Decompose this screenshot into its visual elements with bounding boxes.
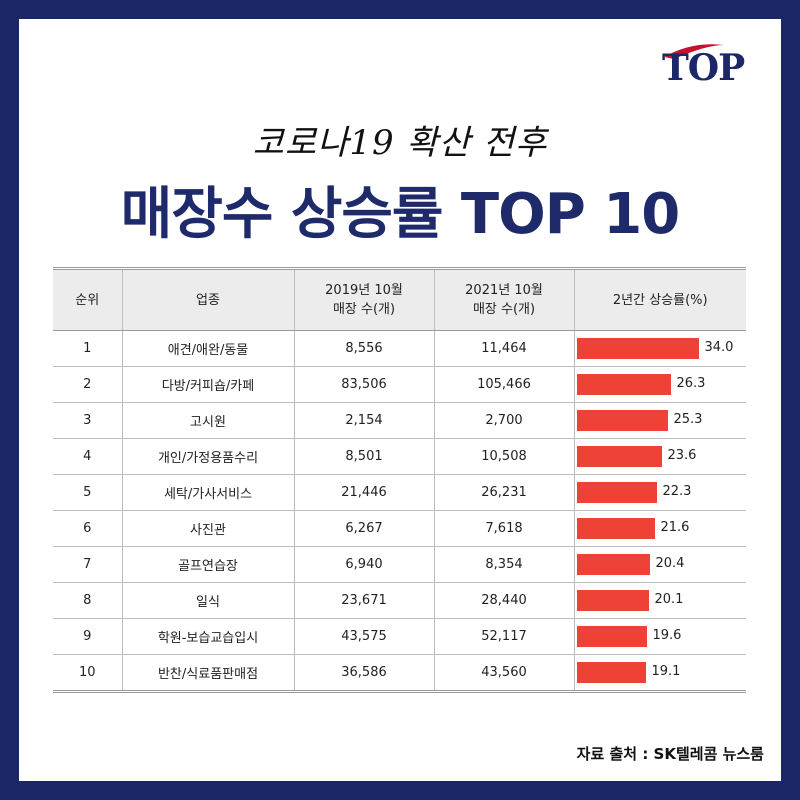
table-row: 2 다방/커피숍/카페 83,506 105,466 26.3 (53, 366, 746, 403)
count-2021-cell: 10,508 (433, 438, 574, 475)
business-cell: 고시원 (121, 402, 294, 439)
growth-bar (576, 518, 655, 539)
header-2019: 2019년 10월 매장 수(개) (293, 267, 434, 331)
rank-cell: 7 (53, 546, 122, 583)
count-2021-cell: 2,700 (433, 402, 574, 439)
growth-value-label: 21.6 (660, 520, 690, 535)
growth-bar (576, 554, 650, 575)
table-row: 8 일식 23,671 28,440 20.1 (53, 582, 746, 619)
growth-bar (576, 590, 649, 611)
count-2019-cell: 6,267 (293, 510, 434, 547)
count-2019-cell: 83,506 (293, 366, 434, 403)
table-row: 5 세탁/가사서비스 21,446 26,231 22.3 (53, 474, 746, 511)
growth-value-label: 25.3 (673, 412, 703, 427)
growth-value-label: 34.0 (704, 340, 734, 355)
business-cell: 세탁/가사서비스 (121, 474, 294, 511)
table-row: 9 학원-보습교습입시 43,575 52,117 19.6 (53, 618, 746, 655)
infographic-card: TOP 코로나19 확산 전후 매장수 상승률 TOP 10 순위 업종 201… (19, 19, 781, 781)
rank-cell: 6 (53, 510, 122, 547)
growth-bar-cell: 19.6 (573, 618, 746, 655)
business-cell: 학원-보습교습입시 (121, 618, 294, 655)
count-2021-cell: 11,464 (433, 330, 574, 367)
growth-bar (576, 446, 662, 467)
header-business: 업종 (121, 267, 294, 331)
header-2021-line1: 2021년 10월 (465, 283, 543, 298)
growth-bar-cell: 25.3 (573, 402, 746, 439)
growth-value-label: 19.6 (652, 628, 682, 643)
growth-bar-cell: 22.3 (573, 474, 746, 511)
count-2019-cell: 8,556 (293, 330, 434, 367)
header-2021: 2021년 10월 매장 수(개) (433, 267, 574, 331)
business-cell: 반찬/식료품판매점 (121, 654, 294, 693)
growth-value-label: 22.3 (662, 484, 692, 499)
rank-cell: 4 (53, 438, 122, 475)
growth-bar-cell: 21.6 (573, 510, 746, 547)
count-2021-cell: 52,117 (433, 618, 574, 655)
count-2019-cell: 36,586 (293, 654, 434, 693)
header-2021-line2: 매장 수(개) (472, 302, 536, 317)
top-logo: TOP (662, 41, 766, 97)
growth-bar (576, 482, 657, 503)
logo-text: TOP (662, 47, 745, 89)
table-row: 7 골프연습장 6,940 8,354 20.4 (53, 546, 746, 583)
header-growth: 2년간 상승률(%) (573, 267, 746, 331)
growth-bar (576, 338, 699, 359)
count-2021-cell: 105,466 (433, 366, 574, 403)
business-cell: 다방/커피숍/카페 (121, 366, 294, 403)
rank-cell: 8 (53, 582, 122, 619)
rank-cell: 10 (53, 654, 122, 693)
growth-bar (576, 410, 668, 431)
growth-bar-cell: 23.6 (573, 438, 746, 475)
business-cell: 사진관 (121, 510, 294, 547)
count-2019-cell: 21,446 (293, 474, 434, 511)
growth-value-label: 26.3 (676, 376, 706, 391)
table-row: 1 애견/애완/동물 8,556 11,464 34.0 (53, 330, 746, 367)
growth-bar (576, 662, 646, 683)
growth-value-label: 20.4 (655, 556, 685, 571)
growth-value-label: 19.1 (651, 664, 681, 679)
rank-cell: 1 (53, 330, 122, 367)
count-2021-cell: 8,354 (433, 546, 574, 583)
table-row: 4 개인/가정용품수리 8,501 10,508 23.6 (53, 438, 746, 475)
count-2021-cell: 26,231 (433, 474, 574, 511)
business-cell: 골프연습장 (121, 546, 294, 583)
business-cell: 일식 (121, 582, 294, 619)
table-header-row: 순위 업종 2019년 10월 매장 수(개) 2021년 10월 매장 수(개… (53, 267, 746, 331)
count-2019-cell: 23,671 (293, 582, 434, 619)
growth-bar-cell: 26.3 (573, 366, 746, 403)
subtitle: 코로나19 확산 전후 (252, 123, 548, 163)
growth-bar-cell: 20.4 (573, 546, 746, 583)
source-note: 자료 출처 : SK텔레콤 뉴스룸 (576, 745, 764, 763)
count-2021-cell: 28,440 (433, 582, 574, 619)
growth-value-label: 20.1 (654, 592, 684, 607)
growth-bar-cell: 20.1 (573, 582, 746, 619)
growth-value-label: 23.6 (667, 448, 697, 463)
rank-cell: 3 (53, 402, 122, 439)
header-2019-line2: 매장 수(개) (332, 302, 396, 317)
count-2019-cell: 6,940 (293, 546, 434, 583)
data-table: 순위 업종 2019년 10월 매장 수(개) 2021년 10월 매장 수(개… (53, 267, 746, 693)
count-2019-cell: 8,501 (293, 438, 434, 475)
table-row: 6 사진관 6,267 7,618 21.6 (53, 510, 746, 547)
table-row: 3 고시원 2,154 2,700 25.3 (53, 402, 746, 439)
business-cell: 개인/가정용품수리 (121, 438, 294, 475)
header-2019-line1: 2019년 10월 (325, 283, 403, 298)
count-2021-cell: 43,560 (433, 654, 574, 693)
page-title: 매장수 상승률 TOP 10 (120, 182, 680, 247)
table-row: 10 반찬/식료품판매점 36,586 43,560 19.1 (53, 654, 746, 693)
rank-cell: 9 (53, 618, 122, 655)
logo-swoosh-icon (664, 44, 724, 59)
growth-bar (576, 374, 671, 395)
business-cell: 애견/애완/동물 (121, 330, 294, 367)
count-2021-cell: 7,618 (433, 510, 574, 547)
count-2019-cell: 2,154 (293, 402, 434, 439)
growth-bar (576, 626, 647, 647)
growth-bar-cell: 19.1 (573, 654, 746, 693)
count-2019-cell: 43,575 (293, 618, 434, 655)
rank-cell: 2 (53, 366, 122, 403)
rank-cell: 5 (53, 474, 122, 511)
header-rank: 순위 (53, 267, 122, 331)
growth-bar-cell: 34.0 (573, 330, 746, 367)
